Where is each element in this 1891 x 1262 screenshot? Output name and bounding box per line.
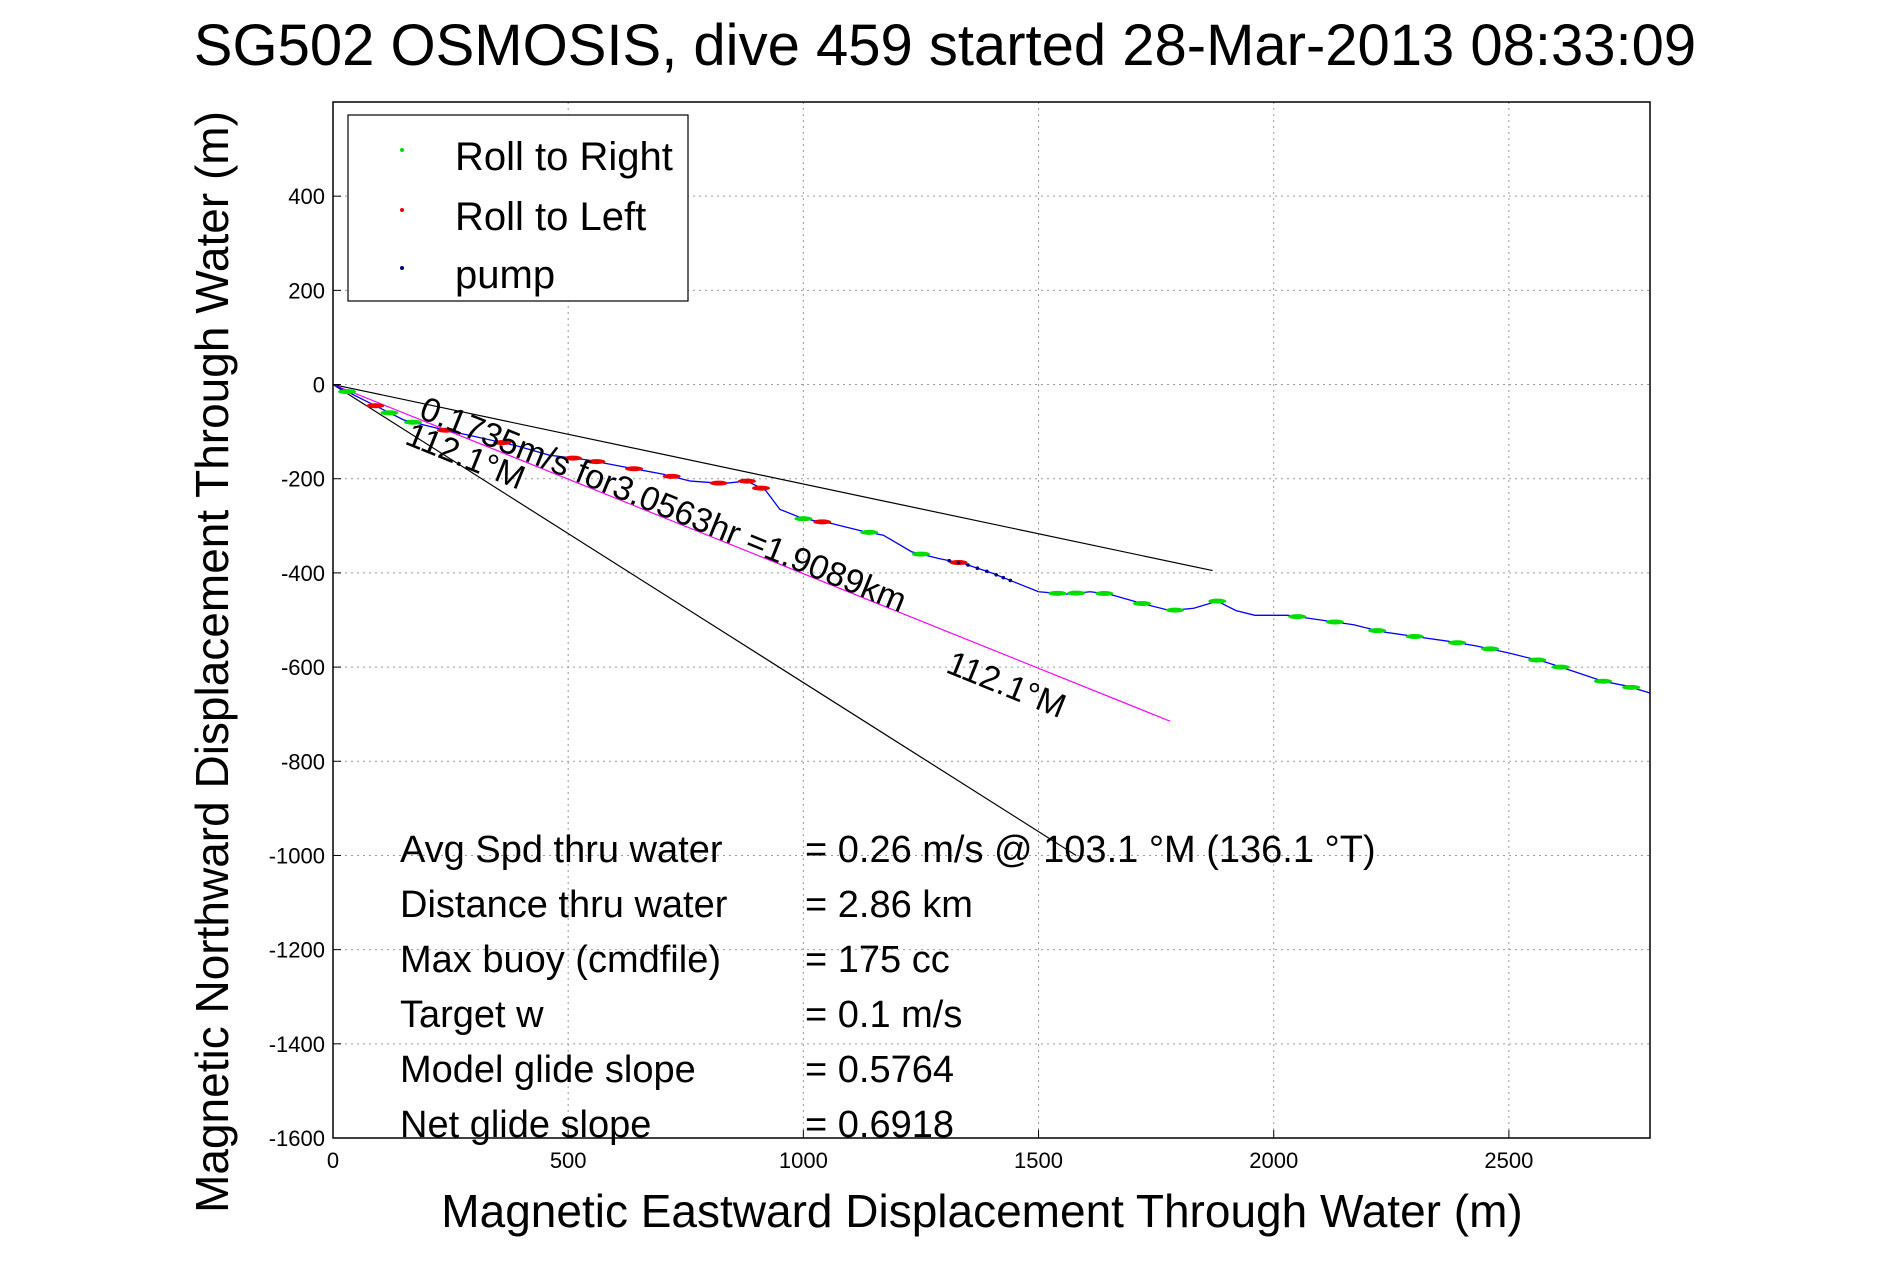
stat-label: Target w	[400, 994, 544, 1036]
markers	[338, 389, 1641, 690]
roll-left-marker	[662, 473, 681, 479]
pump-marker	[966, 563, 970, 567]
y-tick-label: -600	[281, 655, 325, 680]
legend-label-roll-right: Roll to Right	[455, 135, 673, 179]
x-tick-label: 1500	[1014, 1148, 1063, 1173]
stat-label: Avg Spd thru water	[400, 829, 723, 871]
y-tick-label: -400	[281, 561, 325, 586]
roll-right-marker	[1405, 633, 1424, 639]
roll-right-marker	[860, 529, 879, 535]
reference-line	[332, 384, 1077, 856]
roll-left-marker	[813, 519, 832, 525]
y-axis-label: Magnetic Northward Displacement Through …	[186, 111, 238, 1213]
roll-right-marker	[1048, 590, 1067, 596]
roll-right-marker	[1593, 678, 1612, 684]
pump-marker	[975, 566, 980, 570]
legend: Roll to Right Roll to Left pump	[347, 114, 689, 302]
x-tick-label: 0	[327, 1148, 339, 1173]
stats-block: Avg Spd thru water = 0.26 m/s @ 103.1 °M …	[400, 829, 1376, 1146]
legend-marker-pump	[400, 266, 404, 270]
track-annotation: 0.1735m/s for3.0563hr =1.9089km	[415, 390, 912, 620]
roll-right-marker	[1325, 619, 1344, 625]
y-tick-label: -200	[281, 467, 325, 492]
y-tick-label: 0	[313, 373, 325, 398]
x-tick-label: 500	[550, 1148, 587, 1173]
roll-left-marker	[625, 466, 644, 472]
reference-line	[332, 383, 1171, 722]
legend-label-pump: pump	[455, 253, 555, 297]
stat-value: = 2.86 km	[805, 884, 973, 926]
roll-left-marker	[752, 485, 771, 491]
stat-value: = 0.6918	[805, 1104, 954, 1146]
stat-label: Max buoy (cmdfile)	[400, 939, 721, 981]
roll-right-marker	[1095, 591, 1114, 597]
y-tick-label: -1600	[269, 1126, 325, 1151]
pump-marker	[947, 558, 951, 563]
roll-right-marker	[911, 551, 930, 557]
roll-right-marker	[1528, 657, 1547, 663]
reference-lines	[332, 383, 1213, 856]
legend-marker-roll-right	[400, 148, 404, 152]
stat-label: Net glide slope	[400, 1104, 651, 1146]
roll-left-marker	[366, 403, 385, 409]
ticks: 0 500 1000 1500 2000 25004002000-200-400-600-…	[269, 184, 1534, 1173]
pump-marker	[956, 560, 961, 565]
pump-marker	[984, 569, 989, 574]
track-line	[332, 383, 1651, 694]
roll-left-marker	[587, 459, 606, 465]
roll-right-marker	[1448, 640, 1467, 646]
track	[332, 383, 1651, 694]
x-tick-label: 2500	[1484, 1148, 1533, 1173]
roll-right-marker	[1208, 598, 1227, 604]
roll-left-marker	[436, 427, 455, 433]
roll-right-marker	[1165, 607, 1184, 613]
annotations: 0.1735m/s for3.0563hr =1.9089km112.1°M11…	[401, 390, 1072, 726]
roll-right-marker	[403, 419, 422, 425]
y-tick-label: -1200	[269, 938, 325, 963]
stat-label: Model glide slope	[400, 1049, 696, 1091]
chart-title: SG502 OSMOSIS, dive 459 started 28-Mar-2…	[194, 13, 1696, 78]
stat-value: = 175 cc	[805, 939, 950, 981]
roll-right-marker	[1551, 664, 1570, 670]
roll-left-marker	[737, 478, 756, 484]
pump-marker	[994, 572, 999, 577]
y-tick-label: 200	[288, 278, 325, 303]
legend-label-roll-left: Roll to Left	[455, 195, 646, 239]
roll-left-marker	[563, 455, 582, 461]
legend-box	[347, 114, 689, 302]
roll-right-marker	[794, 516, 813, 522]
roll-right-marker	[338, 389, 357, 395]
stat-value: = 0.26 m/s @ 103.1 °M (136.1 °T)	[805, 829, 1376, 871]
roll-right-marker	[1133, 601, 1152, 607]
x-tick-label: 1000	[779, 1148, 828, 1173]
roll-right-marker	[1481, 646, 1500, 652]
y-tick-label: 400	[288, 184, 325, 209]
roll-right-marker	[380, 410, 399, 416]
roll-left-marker	[493, 440, 512, 446]
reference-line	[332, 383, 1213, 572]
roll-right-marker	[1622, 684, 1641, 690]
stat-label: Distance thru water	[400, 884, 728, 926]
legend-marker-roll-left	[400, 208, 404, 212]
pump-marker	[1001, 575, 1006, 580]
pump-marker	[1008, 578, 1013, 583]
stat-value: = 0.1 m/s	[805, 994, 962, 1036]
stat-value: = 0.5764	[805, 1049, 954, 1091]
y-tick-label: -1000	[269, 843, 325, 868]
y-tick-label: -800	[281, 749, 325, 774]
x-tick-label: 2000	[1249, 1148, 1298, 1173]
roll-left-marker	[709, 480, 728, 486]
y-tick-label: -1400	[269, 1032, 325, 1057]
track-annotation: 112.1°M	[941, 644, 1071, 726]
roll-right-marker	[1288, 614, 1307, 620]
x-axis-label: Magnetic Eastward Displacement Through W…	[441, 1185, 1522, 1237]
plot-frame	[332, 101, 1651, 1139]
roll-right-marker	[1368, 628, 1387, 634]
roll-right-marker	[1067, 590, 1086, 596]
